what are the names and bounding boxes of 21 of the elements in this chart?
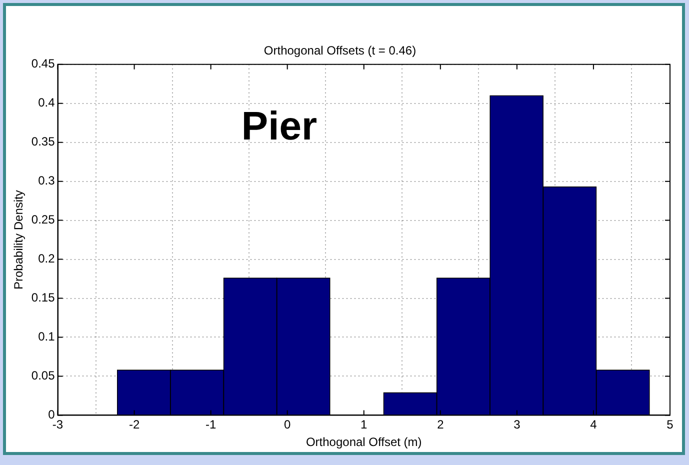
x-tick-label: 4 xyxy=(590,418,598,432)
y-tick-label: 0.3 xyxy=(38,174,56,188)
y-tick-label: 0.2 xyxy=(38,252,56,266)
x-tick-label: 5 xyxy=(666,418,674,432)
x-tick-label: 3 xyxy=(514,418,521,432)
x-tick-label: 0 xyxy=(284,418,292,432)
y-tick-label: 0.35 xyxy=(31,134,56,149)
chart-title: Orthogonal Offsets (t = 0.46) xyxy=(264,44,416,58)
y-tick-label: 0.15 xyxy=(31,290,56,305)
y-axis-title: Probability Density xyxy=(12,190,26,290)
annotation: Pier xyxy=(241,104,318,148)
x-tick-label: 1 xyxy=(360,418,368,432)
y-tick-label: 0.4 xyxy=(38,96,56,110)
y-tick-label: 0.45 xyxy=(31,56,56,71)
x-tick-label: -1 xyxy=(205,418,216,432)
x-tick-label: -2 xyxy=(128,418,140,432)
y-tick-label: 0.25 xyxy=(31,212,56,227)
y-tick-label: 0.05 xyxy=(31,368,56,383)
x-tick-label: 2 xyxy=(437,418,444,432)
x-axis-title: Orthogonal Offset (m) xyxy=(306,435,422,450)
y-tick-label: 0.1 xyxy=(38,330,56,344)
